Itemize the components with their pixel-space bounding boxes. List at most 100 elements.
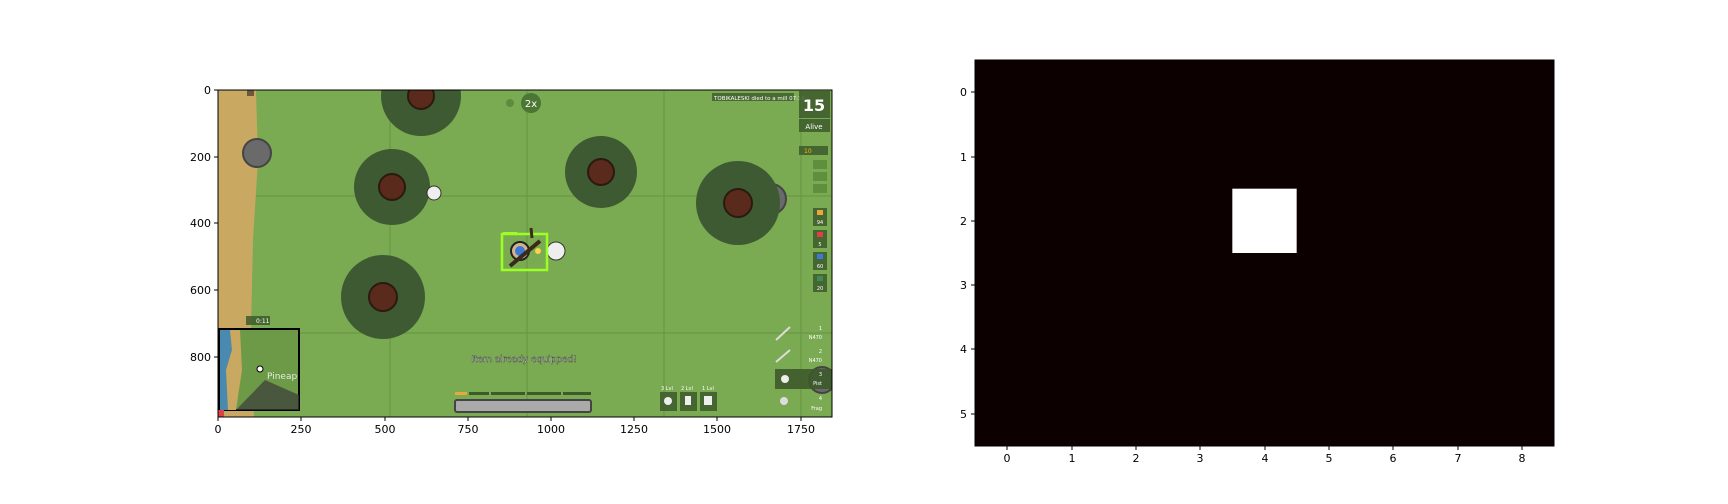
kill-feed-text: TOBIKALESKI died to a mill 07:18 — [713, 96, 805, 102]
y-tick-label: 0 — [960, 86, 967, 99]
player-character[interactable] — [500, 227, 549, 272]
svg-text:3 Lvl: 3 Lvl — [661, 386, 673, 392]
heatmap-cell — [1489, 317, 1555, 383]
y-tick-label: 200 — [190, 151, 211, 164]
y-tick-label: 0 — [204, 84, 211, 97]
heatmap-cell — [1103, 124, 1169, 190]
gear-slots — [813, 160, 827, 193]
heatmap-cell — [1296, 124, 1362, 190]
alive-count: 15 — [803, 96, 825, 115]
heatmap-cell — [1168, 188, 1233, 254]
heatmap-cell — [1039, 253, 1105, 318]
heatmap-cells — [975, 60, 1555, 447]
svg-text:1: 1 — [819, 326, 822, 332]
crate-icon — [247, 90, 254, 96]
svg-text:Frag: Frag — [811, 406, 822, 412]
heatmap-cell — [1232, 60, 1298, 125]
left-axes-frame — [217, 89, 833, 418]
heatmap-cell — [1361, 60, 1426, 125]
heatmap-cell — [1361, 188, 1426, 254]
minimap-timer: 0:11 — [256, 318, 270, 325]
heatmap-cell — [1425, 253, 1491, 318]
minimap-place: Pineap — [267, 372, 297, 382]
x-tick-label: 250 — [291, 423, 312, 436]
ammo-top-slot — [799, 146, 828, 155]
heatmap-cell — [1039, 124, 1105, 190]
heatmap-cell — [1232, 188, 1298, 254]
heatmap-cell — [1296, 60, 1362, 125]
heatmap-cell — [1489, 381, 1555, 447]
heatmap-cell — [1168, 124, 1233, 190]
heatmap-cell — [1425, 60, 1491, 125]
heatmap-cell — [1103, 253, 1169, 318]
x-tick-label: 2 — [1133, 452, 1140, 465]
x-tick-label: 3 — [1197, 452, 1204, 465]
y-tick-label: 400 — [190, 217, 211, 230]
heatmap-cell — [1425, 317, 1491, 383]
heatmap-cell — [975, 381, 1040, 447]
tree-icon — [354, 149, 430, 225]
y-tick-label: 4 — [960, 343, 967, 356]
heatmap-cell — [1168, 317, 1233, 383]
minimap[interactable]: 0:11 Pineap — [218, 316, 300, 411]
svg-text:N470: N470 — [809, 335, 822, 341]
heatmap-cell — [1296, 317, 1362, 383]
x-tick-label: 1500 — [703, 423, 731, 436]
heatmap-cell — [1232, 381, 1298, 447]
y-tick-label: 1 — [960, 151, 967, 164]
heatmap-cell — [1039, 381, 1105, 447]
ammo-slot: 5 — [813, 230, 827, 248]
heatmap-cell — [1168, 381, 1233, 447]
heatmap-cell — [1361, 317, 1426, 383]
svg-text:N470: N470 — [809, 358, 822, 364]
loot-item-icon — [426, 185, 442, 201]
x-tick-label: 1250 — [620, 423, 648, 436]
svg-text:5: 5 — [818, 242, 821, 248]
x-tick-label: 750 — [458, 423, 479, 436]
heatmap-cell — [1296, 381, 1362, 447]
heatmap-cell — [1103, 317, 1169, 383]
x-tick-label: 4 — [1262, 452, 1269, 465]
x-tick-label: 1000 — [537, 423, 565, 436]
heatmap-cell — [1039, 60, 1105, 125]
loot-item-icon — [546, 241, 566, 261]
y-tick-label: 600 — [190, 284, 211, 297]
inventory-slot[interactable]: 1 Lvl — [700, 386, 717, 411]
svg-text:1 Lvl: 1 Lvl — [702, 386, 714, 392]
alive-label: Alive — [805, 123, 822, 131]
svg-text:20: 20 — [817, 286, 823, 292]
heatmap-cell — [1103, 188, 1169, 254]
inventory-slot[interactable]: 2 Lvl — [680, 386, 697, 411]
heatmap-cell — [1361, 124, 1426, 190]
heatmap-cell — [1361, 253, 1426, 318]
status-message: Item already equipped! — [471, 355, 577, 365]
heatmap-cell — [1425, 381, 1491, 447]
heatmap-cell — [1103, 60, 1169, 125]
ammo-slot: 94 — [813, 208, 827, 226]
weapon-slots[interactable]: 1 N470 2 N470 3 Pist 4 Frag — [775, 326, 832, 412]
svg-text:3: 3 — [819, 372, 822, 378]
alive-counter-box — [799, 91, 830, 118]
heatmap-cell — [1232, 124, 1298, 190]
heatmap-cell — [1039, 188, 1105, 254]
ping-icon — [506, 99, 514, 107]
heatmap-cell — [975, 317, 1040, 383]
game-screenshot-plot: 2x TOBIKALESKI died to a mill 07:18 15 A… — [190, 84, 833, 436]
left-y-ticks: 0 200 400 600 800 — [190, 84, 218, 364]
heatmap-cell — [975, 124, 1040, 190]
stone-icon — [242, 138, 272, 168]
inventory-slot[interactable]: 3 Lvl — [660, 386, 677, 411]
tree-icon — [381, 90, 461, 136]
tree-icon — [696, 161, 780, 245]
heatmap-cell — [1425, 188, 1491, 254]
heatmap-cell — [975, 60, 1040, 125]
kill-feed-bg — [712, 93, 794, 101]
heatmap-cell — [1168, 253, 1233, 318]
heatmap-cell — [1296, 188, 1362, 254]
svg-text:Pist: Pist — [813, 381, 822, 387]
heatmap-cell — [1296, 253, 1362, 318]
svg-text:94: 94 — [817, 220, 823, 226]
x-tick-label: 1 — [1069, 452, 1076, 465]
heatmap-cell — [1232, 317, 1298, 383]
